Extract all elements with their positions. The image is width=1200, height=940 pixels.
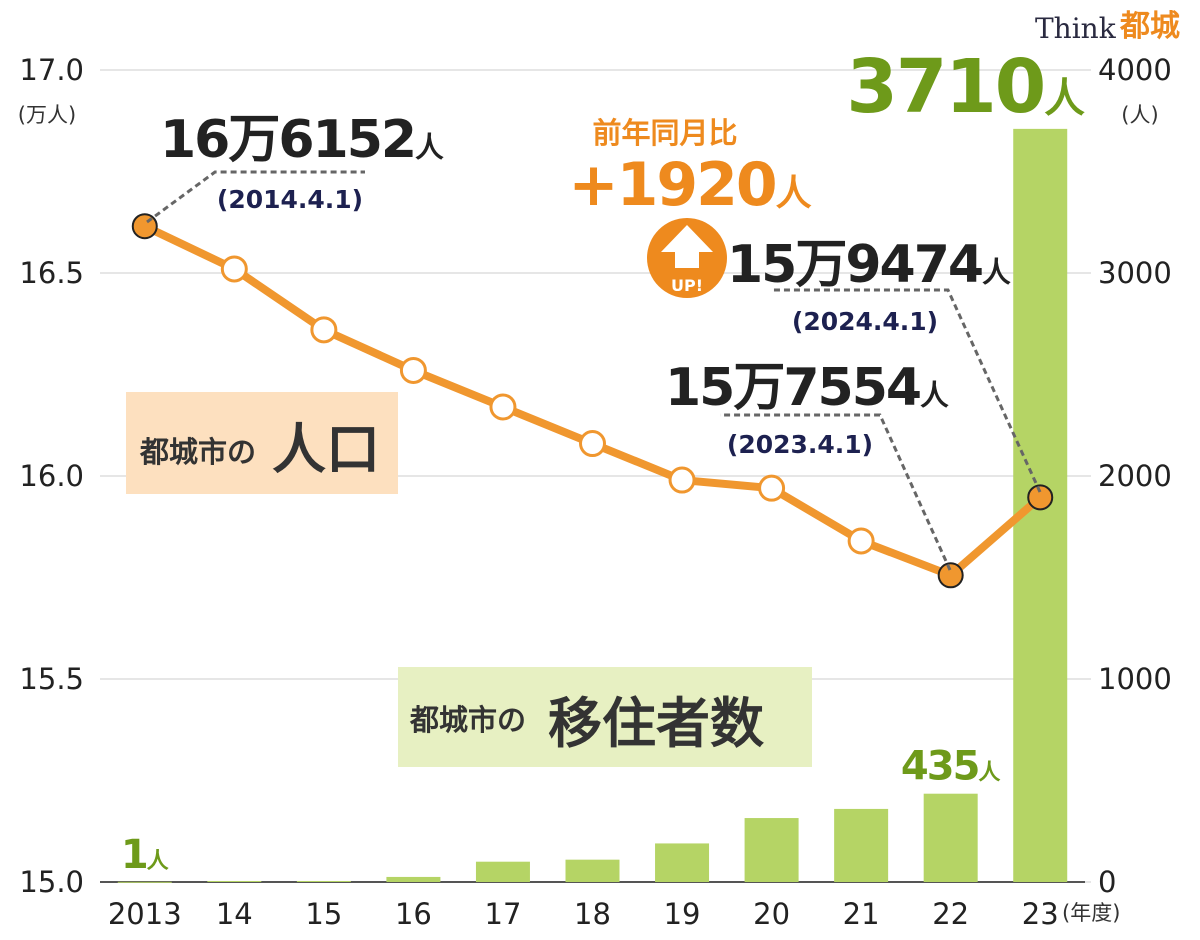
bar xyxy=(565,859,620,882)
line-point xyxy=(758,474,786,502)
y-tick-label: 16.5 xyxy=(19,256,84,290)
up-icon: UP! xyxy=(647,218,727,298)
x-tick-label: 19 xyxy=(664,897,701,931)
bar-value-label: 1人 xyxy=(121,832,169,878)
leader-line xyxy=(146,170,365,224)
x-tick-label: 16 xyxy=(395,897,432,931)
bar xyxy=(296,880,351,882)
y-tick-label: 15.0 xyxy=(19,865,84,899)
yoy-value: +1920人 xyxy=(568,150,811,220)
line-point xyxy=(937,562,964,589)
line-point xyxy=(220,255,248,283)
leader-line xyxy=(770,288,1042,493)
y2-tick-label: 0 xyxy=(1098,865,1116,899)
logo-think: Think xyxy=(1035,12,1117,45)
bar xyxy=(117,881,172,883)
bar xyxy=(834,808,889,882)
date-label: (2024.4.1) xyxy=(792,307,938,336)
x-tick-label: 18 xyxy=(574,897,611,931)
legend-box xyxy=(398,667,812,767)
value-label: 15万9474人 xyxy=(727,235,1011,295)
line-point xyxy=(489,393,517,421)
y-unit: (万人) xyxy=(18,103,76,127)
bar xyxy=(475,861,530,882)
y2-unit: (人) xyxy=(1121,103,1158,127)
x-tick-label: 17 xyxy=(485,897,522,931)
bar-value-label: 435人 xyxy=(901,744,1001,790)
legend-title: 人口 xyxy=(272,418,380,481)
y2-tick-label: 4000 xyxy=(1098,53,1172,87)
value-label: 16万6152人 xyxy=(160,110,444,170)
line-point xyxy=(1027,484,1054,511)
bar-value-label: 3710人 xyxy=(846,44,1085,130)
yoy-label: 前年同月比 xyxy=(592,116,737,150)
value-label: 15万7554人 xyxy=(665,358,949,418)
line-point xyxy=(310,316,338,344)
y2-tick-label: 3000 xyxy=(1098,256,1172,290)
bar xyxy=(207,880,262,882)
x-unit: (年度) xyxy=(1062,901,1120,925)
legend-prefix: 都城市の xyxy=(409,703,526,737)
legend-prefix: 都城市の xyxy=(139,435,256,469)
x-tick-label: 15 xyxy=(305,897,342,931)
bar xyxy=(744,818,799,882)
bar xyxy=(655,843,710,882)
x-tick-label: 20 xyxy=(753,897,790,931)
x-tick-label: 14 xyxy=(216,897,253,931)
line-layer xyxy=(131,213,1054,589)
leader-line xyxy=(720,413,952,571)
x-tick-label: 23 xyxy=(1022,897,1059,931)
legend-title: 移住者数 xyxy=(548,692,764,755)
date-label: (2014.4.1) xyxy=(217,185,363,214)
up-label: UP! xyxy=(671,276,703,295)
date-label: (2023.4.1) xyxy=(727,430,873,459)
line-point xyxy=(579,430,606,458)
x-tick-label: 2013 xyxy=(108,897,182,931)
bar xyxy=(386,876,441,882)
y2-tick-label: 2000 xyxy=(1098,459,1172,493)
logo-city: 都城 xyxy=(1119,9,1180,44)
y-tick-label: 17.0 xyxy=(19,53,84,87)
y2-tick-label: 1000 xyxy=(1098,662,1172,696)
bar xyxy=(923,793,978,882)
line-point xyxy=(131,213,158,240)
line-point xyxy=(847,527,875,555)
y-tick-label: 16.0 xyxy=(19,459,84,493)
line-point xyxy=(399,356,427,384)
line-point xyxy=(668,466,696,494)
x-tick-label: 22 xyxy=(932,897,969,931)
x-tick-label: 21 xyxy=(843,897,880,931)
y-tick-label: 15.5 xyxy=(19,662,84,696)
legend-box xyxy=(126,392,398,494)
bars xyxy=(117,128,1068,883)
